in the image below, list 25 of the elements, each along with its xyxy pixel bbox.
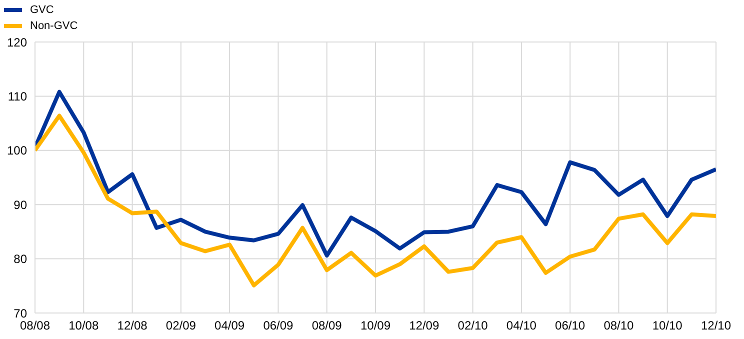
y-tick-label: 100 (6, 144, 28, 158)
x-tick-label: 12/10 (700, 318, 732, 333)
x-tick-label: 02/10 (458, 318, 488, 333)
legend-label: Non-GVC (30, 20, 78, 32)
y-tick-label: 110 (8, 89, 28, 104)
x-tick-label: 10/08 (68, 318, 99, 333)
y-tick-label: 70 (14, 306, 28, 320)
y-tick-label: 90 (14, 198, 28, 212)
y-tick-label: 80 (14, 252, 28, 266)
x-tick-label: 04/10 (506, 318, 537, 333)
x-tick-label: 04/09 (214, 318, 245, 333)
x-tick-label: 10/10 (652, 318, 683, 333)
line-series (35, 114, 716, 288)
legend-label: GVC (30, 4, 54, 16)
x-tick-label: 06/10 (555, 318, 586, 333)
x-tick-label: 08/08 (20, 318, 50, 333)
x-tick-label: 10/09 (360, 318, 391, 333)
x-tick-label: 12/08 (117, 318, 148, 333)
line-series (35, 90, 716, 258)
x-tick-label: 06/09 (263, 318, 294, 333)
x-tick-label: 12/09 (409, 318, 440, 333)
y-tick-label: 120 (6, 35, 28, 50)
x-tick-label: 02/09 (166, 318, 196, 333)
x-tick-label: 08/09 (312, 318, 342, 333)
x-tick-label: 08/10 (604, 318, 634, 333)
